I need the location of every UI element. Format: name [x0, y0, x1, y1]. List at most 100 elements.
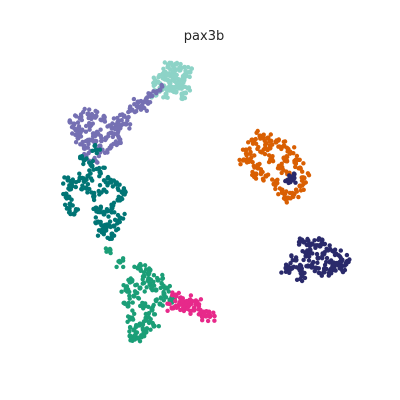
point: [252, 165, 257, 170]
point: [137, 339, 143, 344]
point: [301, 181, 306, 187]
point: [87, 186, 92, 192]
point: [94, 129, 100, 134]
point: [119, 289, 124, 294]
point: [62, 202, 68, 207]
point: [78, 154, 83, 159]
point: [322, 266, 327, 272]
point: [297, 236, 303, 241]
point: [98, 206, 103, 211]
point: [138, 107, 144, 112]
point: [292, 145, 297, 150]
point: [111, 141, 116, 147]
point: [109, 236, 115, 241]
point: [75, 120, 81, 125]
point: [163, 295, 169, 300]
point: [98, 127, 103, 132]
point: [302, 275, 308, 281]
point: [119, 118, 124, 123]
point: [125, 319, 130, 324]
point: [161, 95, 166, 100]
point: [132, 289, 138, 294]
point: [178, 61, 183, 67]
point: [281, 196, 287, 201]
point: [122, 301, 128, 306]
point: [69, 179, 75, 185]
point: [164, 95, 169, 100]
point: [127, 296, 132, 301]
point: [315, 260, 320, 265]
point: [77, 171, 82, 176]
point: [74, 114, 79, 119]
point: [120, 258, 126, 263]
point: [104, 207, 110, 212]
point: [118, 137, 123, 142]
point: [101, 232, 107, 237]
point: [145, 278, 150, 283]
point: [126, 277, 131, 283]
point: [143, 267, 149, 272]
point: [275, 177, 280, 182]
point: [283, 262, 289, 267]
point: [93, 142, 98, 148]
point: [324, 259, 329, 265]
point: [172, 304, 178, 309]
point: [95, 233, 101, 238]
point: [128, 325, 133, 330]
series-1: [67, 82, 165, 166]
point: [125, 118, 130, 123]
point: [307, 250, 313, 256]
point: [87, 127, 92, 132]
point: [244, 160, 250, 165]
point: [132, 311, 137, 316]
point: [294, 153, 300, 159]
point: [115, 212, 121, 218]
point: [327, 243, 332, 248]
point: [193, 301, 198, 307]
point: [156, 324, 161, 329]
point: [170, 77, 175, 83]
point: [126, 109, 131, 115]
point: [93, 115, 98, 120]
point: [270, 177, 275, 182]
point: [135, 105, 141, 110]
point: [138, 263, 144, 268]
point: [287, 269, 292, 274]
point: [114, 264, 119, 270]
point: [117, 258, 122, 264]
point: [115, 130, 120, 136]
point: [161, 70, 167, 75]
point: [88, 171, 93, 176]
point: [294, 189, 299, 194]
point: [148, 327, 153, 332]
point: [277, 186, 283, 191]
point: [98, 117, 103, 122]
point: [87, 160, 92, 165]
point: [122, 189, 128, 194]
point: [296, 194, 301, 200]
point: [136, 295, 141, 301]
point: [140, 277, 145, 282]
point: [98, 190, 103, 195]
point: [82, 146, 88, 151]
point: [130, 300, 135, 305]
point: [185, 306, 190, 312]
point: [312, 243, 318, 248]
point: [94, 209, 99, 214]
point: [298, 276, 303, 282]
point: [297, 262, 303, 268]
point: [299, 175, 304, 180]
point: [237, 157, 242, 163]
point: [166, 64, 171, 70]
point: [306, 258, 312, 263]
point: [97, 147, 103, 152]
point: [171, 65, 177, 71]
point: [332, 247, 338, 252]
point: [256, 144, 261, 150]
point: [255, 162, 260, 167]
point: [200, 314, 205, 320]
point: [111, 178, 117, 183]
point: [146, 314, 151, 320]
point: [83, 138, 89, 144]
point: [187, 74, 192, 80]
